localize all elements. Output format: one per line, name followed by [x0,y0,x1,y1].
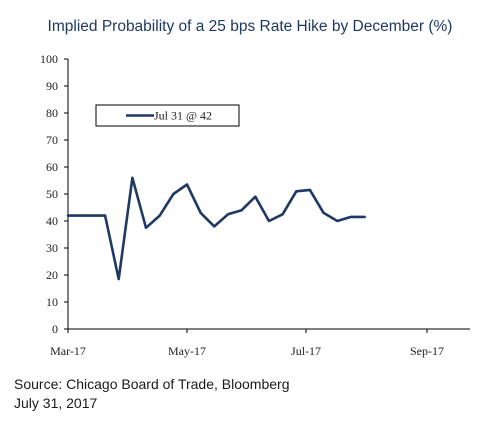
y-tick-label: 30 [46,241,58,255]
y-tick-label: 90 [46,79,58,93]
x-tick-label: May-17 [168,344,206,358]
y-tick-label: 100 [40,52,58,66]
y-tick-label: 40 [46,214,58,228]
y-tick-label: 70 [46,133,58,147]
legend-box [95,104,240,127]
x-tick-label: Mar-17 [50,344,86,358]
y-tick-label: 10 [46,295,58,309]
series-group [66,176,366,281]
y-tick-label: 50 [46,187,58,201]
x-axis: Mar-17 May-17 Jul-17 Sep-17 [50,328,470,358]
y-tick-label: 60 [46,160,58,174]
y-tick-label: 80 [46,106,58,120]
x-tick-label: Jul-17 [291,344,321,358]
date-text: July 31, 2017 [14,395,98,411]
y-tick-label: 20 [46,268,58,282]
y-axis: 0 10 20 30 40 50 60 70 80 90 100 [40,52,69,336]
source-note: Source: Chicago Board of Trade, Bloomber… [14,375,290,413]
series-line [66,176,366,281]
legend-label: Jul 31 @ 42 [154,109,212,123]
y-tick-label: 0 [52,322,58,336]
source-text: Source: Chicago Board of Trade, Bloomber… [14,376,290,392]
chart-title: Implied Probability of a 25 bps Rate Hik… [47,18,453,35]
legend: Jul 31 @ 42 [95,104,240,127]
x-tick-label: Sep-17 [410,344,444,358]
